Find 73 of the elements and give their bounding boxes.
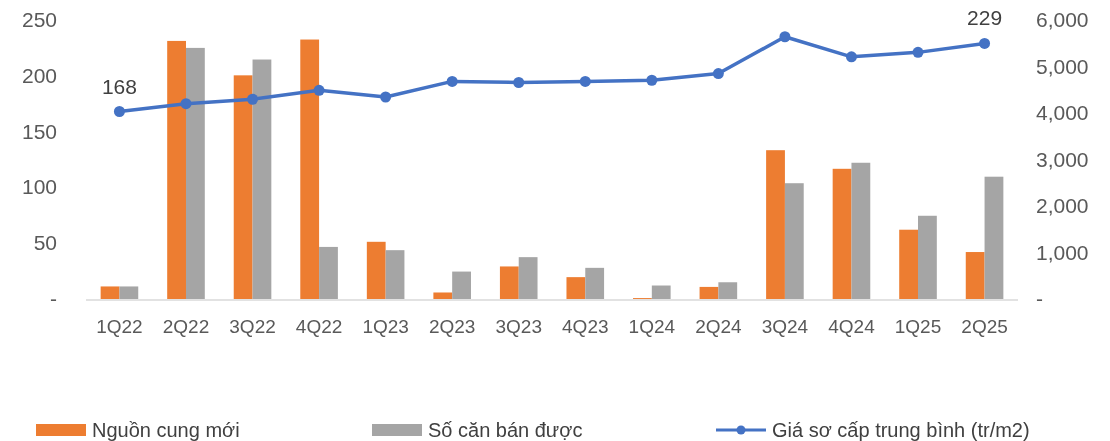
y2-tick-label: 3,000 (1036, 147, 1089, 171)
bar (167, 40, 186, 299)
y2-tick-label: 2,000 (1036, 194, 1089, 217)
x-tick-label: 2Q24 (695, 316, 743, 337)
point (912, 46, 924, 58)
point (247, 93, 259, 105)
y-tick-label: 250 (21, 8, 57, 31)
point (446, 75, 458, 87)
bar (233, 75, 253, 299)
point (513, 77, 525, 88)
bar (185, 47, 205, 299)
bar (518, 257, 538, 299)
legend-label: Nguồn cung mới (92, 419, 240, 441)
point (712, 68, 724, 80)
point (113, 106, 125, 118)
point (845, 51, 857, 63)
x-tick-label: 4Q23 (562, 316, 609, 337)
bar (651, 285, 671, 299)
bar (984, 176, 1004, 299)
point (779, 31, 791, 43)
bar (433, 292, 453, 299)
bar (252, 59, 272, 299)
x-tick-label: 4Q24 (828, 316, 876, 337)
x-tick-label: 4Q22 (295, 316, 343, 337)
bar (499, 266, 519, 299)
y2-tick-label: 1,000 (1036, 240, 1089, 264)
bar (784, 183, 804, 299)
x-tick-label: 2Q23 (428, 316, 476, 337)
x-tick-label: 3Q23 (495, 316, 542, 337)
x-tick-label: 1Q25 (894, 316, 942, 337)
y-tick-label: 150 (21, 119, 57, 143)
x-tick-label: 1Q23 (362, 316, 409, 337)
y2-tick-label: 5,000 (1036, 54, 1089, 78)
y-tick-label: 100 (21, 175, 57, 199)
x-tick-label: 1Q22 (96, 316, 143, 337)
point (979, 37, 991, 49)
x-tick-label: 3Q24 (761, 316, 809, 337)
legend-label: Số căn bán được (428, 419, 583, 441)
bar (366, 241, 386, 299)
x-tick-label: 2Q25 (961, 316, 1008, 337)
legend-label: Giá sơ cấp trung bình (tr/m2) (772, 419, 1030, 441)
bar (385, 250, 405, 299)
bar (585, 267, 605, 299)
y-tick-label: 200 (21, 63, 57, 87)
data-label: 168 (101, 74, 137, 98)
point (579, 75, 591, 87)
bar (319, 246, 338, 299)
y-tick-label: 50 (33, 231, 57, 255)
bar (918, 215, 937, 299)
bar (965, 252, 985, 299)
bar (899, 229, 919, 299)
x-tick-label: 1Q24 (628, 316, 676, 337)
bar (718, 282, 738, 299)
y2-tick-label: - (1036, 287, 1043, 310)
bar (100, 286, 120, 299)
bar (119, 286, 139, 299)
bar (851, 162, 871, 299)
y2-tick-label: 6,000 (1036, 8, 1089, 31)
x-tick-label: 2Q22 (162, 316, 210, 337)
point (313, 84, 325, 96)
bar (566, 277, 586, 299)
x-tick-label: 3Q22 (229, 316, 276, 337)
point (180, 98, 192, 110)
bar (699, 286, 719, 299)
point (380, 91, 392, 103)
bar (300, 39, 320, 299)
bar (832, 168, 852, 299)
bar (766, 150, 785, 299)
point (646, 74, 658, 86)
y2-tick-label: 4,000 (1036, 101, 1089, 124)
bar (452, 271, 471, 299)
y-tick-label: - (50, 287, 57, 310)
data-label: 229 (967, 6, 1003, 30)
